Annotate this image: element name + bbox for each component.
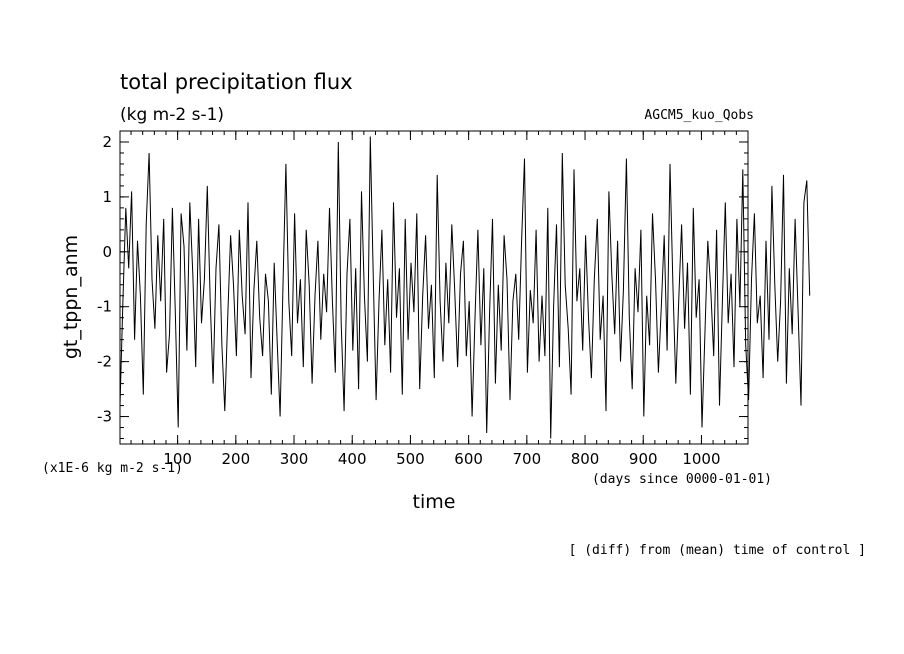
x-tick-label: 600 [454, 450, 483, 468]
y-tick-labels: -3 -2 -1 0 1 2 [97, 133, 112, 426]
y-tick-label: 1 [102, 188, 112, 206]
axis-ticks [120, 130, 748, 444]
chart-title: total precipitation flux [120, 70, 353, 94]
y-tick-label: -2 [97, 353, 112, 371]
y-tick-label: 0 [102, 243, 112, 261]
x-tick-label: 400 [338, 450, 367, 468]
x-tick-label: 100 [163, 450, 192, 468]
experiment-label: AGCM5_kuo_Qobs [644, 108, 754, 123]
y-axis-label: gt_tppn_anm [60, 235, 82, 359]
x-tick-label: 300 [280, 450, 309, 468]
x-units-label: (days since 0000-01-01) [592, 472, 772, 487]
y-scale-note: (x1E-6 kg m-2 s-1) [42, 461, 183, 476]
x-tick-label: 800 [571, 450, 600, 468]
plot-frame [119, 130, 749, 445]
x-tick-label: 200 [222, 450, 251, 468]
footer-note: [ (diff) from (mean) time of control ] [569, 543, 866, 558]
x-tick-label: 500 [396, 450, 425, 468]
y-tick-label: -3 [97, 408, 112, 426]
series-line [119, 136, 811, 439]
x-tick-label: 700 [513, 450, 542, 468]
y-tick-label: -1 [97, 298, 112, 316]
y-tick-label: 2 [102, 133, 112, 151]
x-axis-label: time [413, 491, 456, 513]
units-label: (kg m-2 s-1) [120, 105, 224, 125]
x-tick-label: 1000 [682, 450, 720, 468]
x-tick-labels: 100 200 300 400 500 600 700 800 900 1000 [163, 450, 720, 468]
x-tick-label: 900 [629, 450, 658, 468]
